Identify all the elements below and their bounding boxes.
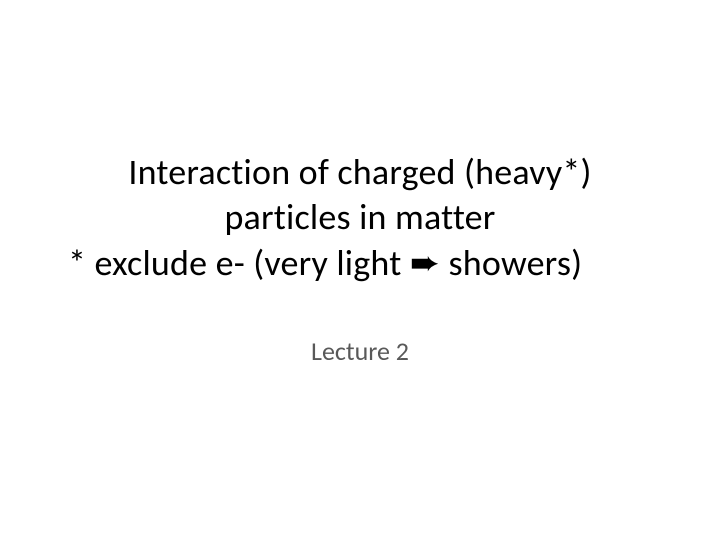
slide-subtitle: Lecture 2 bbox=[0, 335, 720, 367]
right-arrow-icon: ➨ bbox=[410, 242, 440, 283]
slide-title-block: Interaction of charged (heavy*) particle… bbox=[60, 150, 660, 286]
title-line-2: particles in matter bbox=[60, 195, 660, 240]
title-line-1: Interaction of charged (heavy*) bbox=[60, 150, 660, 195]
slide: Interaction of charged (heavy*) particle… bbox=[0, 0, 720, 540]
title-line-3: * exclude e- (very light ➨ showers) bbox=[68, 240, 660, 286]
title-line-3-prefix: * exclude e- (very light bbox=[68, 241, 410, 285]
title-line-3-suffix: showers) bbox=[440, 241, 582, 285]
